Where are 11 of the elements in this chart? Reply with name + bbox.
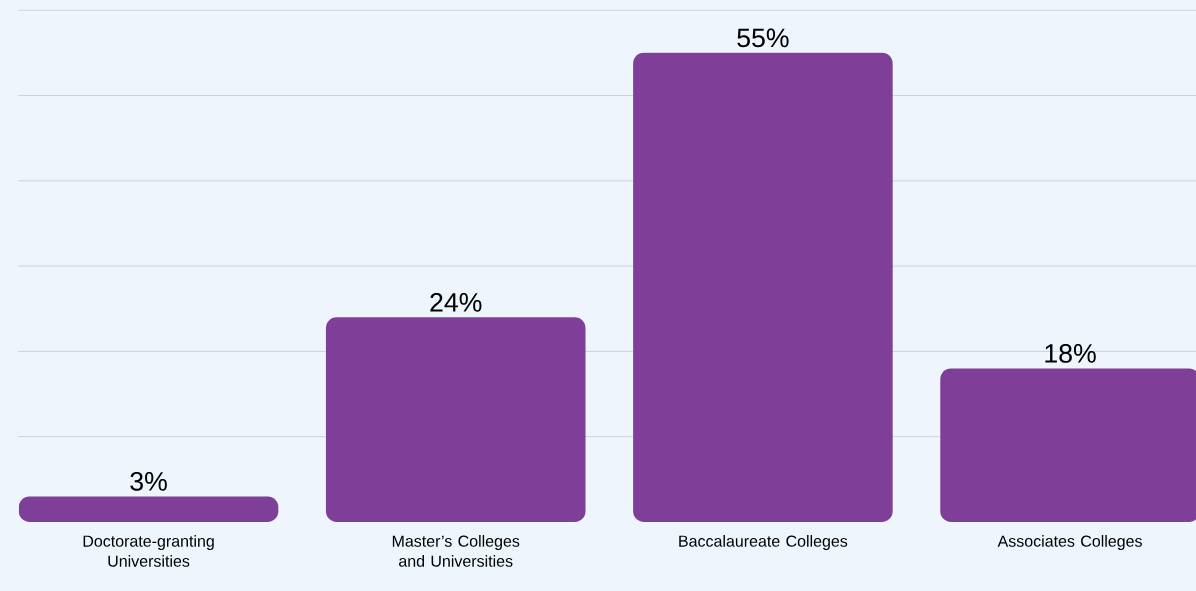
x-tick-label: Baccalaureate Colleges (679, 535, 848, 550)
data-label: 18% (1045, 343, 1096, 363)
bar (18, 496, 279, 522)
x-tick-label: Associates Colleges (997, 535, 1142, 550)
bar (325, 317, 586, 522)
data-label: 3% (130, 471, 167, 491)
data-label: 24% (430, 292, 482, 312)
x-tick-label: Doctorate-granting Universities (83, 535, 214, 567)
x-tick-label: Master’s Colleges and Universities (392, 535, 520, 567)
bar (633, 52, 893, 522)
data-label: 55% (737, 28, 789, 48)
